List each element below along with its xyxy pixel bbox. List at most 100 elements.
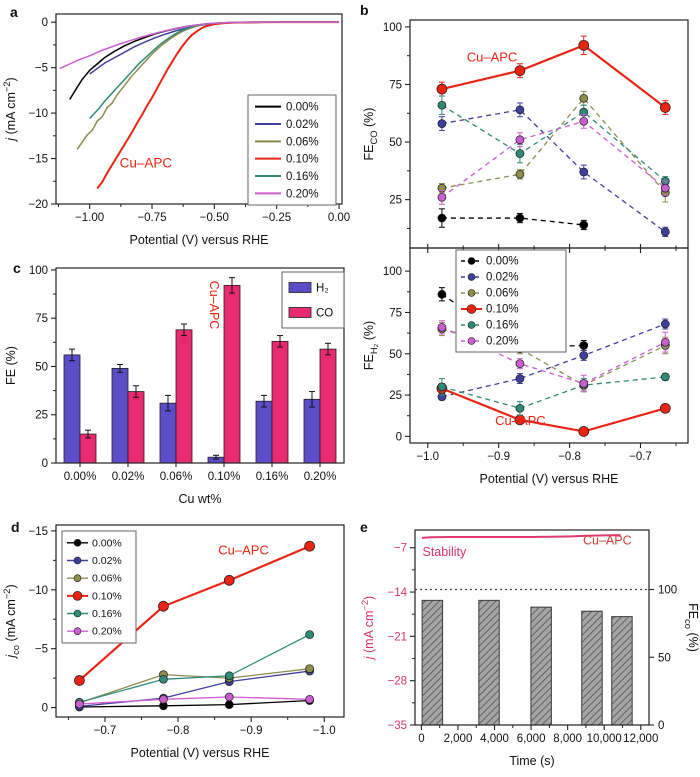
svg-text:Cu–APC: Cu–APC bbox=[218, 542, 269, 557]
svg-text:−0.50: −0.50 bbox=[200, 212, 229, 224]
svg-text:CO: CO bbox=[316, 308, 333, 320]
svg-text:0.02%: 0.02% bbox=[286, 119, 319, 131]
svg-text:−5: −5 bbox=[35, 63, 48, 75]
svg-text:−0.8: −0.8 bbox=[167, 725, 190, 737]
svg-text:0.06%: 0.06% bbox=[286, 136, 319, 148]
svg-text:−0.9: −0.9 bbox=[487, 451, 510, 463]
svg-text:50: 50 bbox=[389, 137, 402, 149]
svg-text:10,000: 10,000 bbox=[587, 733, 622, 745]
svg-text:−1.00: −1.00 bbox=[75, 212, 104, 224]
svg-text:Cu wt%: Cu wt% bbox=[178, 492, 221, 505]
chart-lsv-curves: −1.00 −0.75 −0.50 −0.25 0.00 0 −5 −10 −15 −20 Pote… bbox=[0, 0, 358, 258]
svg-text:75: 75 bbox=[389, 307, 402, 319]
svg-text:0.16%: 0.16% bbox=[256, 471, 289, 483]
panel-label-e: e bbox=[360, 519, 368, 535]
svg-text:100: 100 bbox=[383, 22, 402, 34]
svg-text:0.20%: 0.20% bbox=[304, 471, 337, 483]
svg-text:−10: −10 bbox=[28, 108, 48, 120]
chart-co-partial-current: −0.7 −0.8 −0.9 −1.0 0 −5 −10 −15 Potential (V) v… bbox=[0, 505, 358, 777]
svg-text:−28: −28 bbox=[387, 676, 407, 688]
panel-label-a: a bbox=[10, 4, 18, 20]
svg-text:0.16%: 0.16% bbox=[486, 320, 519, 332]
svg-text:0.00: 0.00 bbox=[328, 212, 350, 224]
svg-text:0.16%: 0.16% bbox=[92, 608, 122, 620]
svg-text:−35: −35 bbox=[387, 720, 407, 732]
svg-text:jco (mA cm−2): jco (mA cm−2) bbox=[2, 584, 21, 659]
panel-e: e 0 50 100 FEco (%) 0 2,000 4,000 6,000 8,000 10,… bbox=[358, 505, 700, 777]
svg-text:0.00%: 0.00% bbox=[286, 102, 319, 114]
svg-text:50: 50 bbox=[389, 349, 402, 361]
svg-text:0: 0 bbox=[42, 703, 48, 715]
svg-text:j (mA cm−2): j (mA cm−2) bbox=[360, 596, 376, 661]
svg-text:−5: −5 bbox=[35, 644, 48, 656]
svg-text:−1.0: −1.0 bbox=[313, 725, 336, 737]
svg-text:0.02%: 0.02% bbox=[486, 272, 519, 284]
panel-d: d −0.7 −0.8 −0.9 −1.0 0 −5 −10 −15 Potential (V)… bbox=[0, 505, 358, 777]
svg-text:−7: −7 bbox=[394, 543, 407, 555]
svg-text:0.06%: 0.06% bbox=[92, 573, 122, 585]
svg-text:Potential (V) versus RHE: Potential (V) versus RHE bbox=[131, 746, 270, 760]
svg-text:Cu–APC: Cu–APC bbox=[207, 281, 221, 330]
svg-text:0.06%: 0.06% bbox=[486, 288, 519, 300]
svg-text:4,000: 4,000 bbox=[480, 733, 509, 745]
svg-text:75: 75 bbox=[35, 313, 48, 325]
panel-label-d: d bbox=[11, 519, 20, 535]
svg-text:100: 100 bbox=[658, 585, 677, 597]
svg-text:25: 25 bbox=[389, 195, 402, 207]
svg-text:FECO (%): FECO (%) bbox=[362, 108, 379, 161]
svg-text:0.00%: 0.00% bbox=[64, 471, 97, 483]
svg-text:25: 25 bbox=[389, 390, 402, 402]
svg-text:0.10%: 0.10% bbox=[92, 590, 122, 602]
svg-text:Cu–APC: Cu–APC bbox=[467, 49, 518, 64]
svg-text:H₂: H₂ bbox=[316, 283, 329, 295]
svg-text:2,000: 2,000 bbox=[444, 733, 473, 745]
panel-label-c: c bbox=[13, 260, 21, 276]
chart-fe-bar-chart: 0.00% 0.02% 0.06% 0.10% 0.16% 0.20% 0 25 50 75 100… bbox=[0, 258, 358, 506]
svg-text:−0.25: −0.25 bbox=[262, 212, 291, 224]
svg-text:0: 0 bbox=[42, 458, 48, 470]
svg-text:Stability: Stability bbox=[422, 545, 467, 559]
svg-text:−0.75: −0.75 bbox=[137, 212, 166, 224]
svg-text:−1.0: −1.0 bbox=[416, 451, 439, 463]
chart-faradaic-efficiency-vs-potential: 25 50 75 100 FECO (%) Cu–APC −1.0 −0.9 −0.8 −0.7 0… bbox=[358, 0, 700, 505]
svg-text:−0.7: −0.7 bbox=[629, 451, 652, 463]
svg-text:Time (s): Time (s) bbox=[509, 754, 554, 768]
svg-text:50: 50 bbox=[35, 361, 48, 373]
svg-text:25: 25 bbox=[35, 410, 48, 422]
svg-text:0.00%: 0.00% bbox=[486, 256, 519, 268]
svg-text:Cu–APC: Cu–APC bbox=[495, 413, 546, 428]
svg-text:0.10%: 0.10% bbox=[208, 471, 241, 483]
svg-text:0.20%: 0.20% bbox=[92, 626, 122, 638]
svg-text:75: 75 bbox=[389, 79, 402, 91]
svg-text:6,000: 6,000 bbox=[517, 733, 546, 745]
svg-text:−0.7: −0.7 bbox=[94, 725, 117, 737]
svg-text:Cu–APC: Cu–APC bbox=[120, 156, 173, 171]
svg-text:100: 100 bbox=[383, 266, 402, 278]
svg-text:0.02%: 0.02% bbox=[92, 555, 122, 567]
panel-label-b: b bbox=[360, 2, 369, 18]
svg-text:−14: −14 bbox=[387, 587, 407, 599]
svg-text:−15: −15 bbox=[28, 154, 48, 166]
chart-stability-test: 0 50 100 FEco (%) 0 2,000 4,000 6,000 8,000 10,00… bbox=[358, 505, 700, 777]
svg-text:0.10%: 0.10% bbox=[486, 304, 519, 316]
svg-text:0.20%: 0.20% bbox=[286, 188, 319, 200]
svg-text:Potential (V) versus RHE: Potential (V) versus RHE bbox=[130, 233, 269, 247]
svg-text:−21: −21 bbox=[387, 631, 407, 643]
svg-text:0.06%: 0.06% bbox=[160, 471, 193, 483]
svg-text:0: 0 bbox=[658, 720, 664, 732]
svg-text:12,000: 12,000 bbox=[623, 733, 658, 745]
svg-text:−0.8: −0.8 bbox=[558, 451, 581, 463]
svg-text:Cu–APC: Cu–APC bbox=[583, 534, 632, 548]
svg-text:Potential (V) versus RHE: Potential (V) versus RHE bbox=[480, 472, 619, 486]
svg-text:FEco (%): FEco (%) bbox=[683, 603, 700, 652]
svg-text:FE (%): FE (%) bbox=[4, 346, 18, 385]
panel-a: a −1.00 −0.75 −0.50 −0.25 0.00 0 −5 −10 −15 −20 Po… bbox=[0, 0, 358, 258]
svg-text:0: 0 bbox=[396, 431, 402, 443]
svg-text:0: 0 bbox=[42, 17, 48, 29]
svg-text:0.00%: 0.00% bbox=[92, 537, 122, 549]
svg-text:−10: −10 bbox=[28, 585, 48, 597]
svg-text:8,000: 8,000 bbox=[553, 733, 582, 745]
svg-text:0.02%: 0.02% bbox=[112, 471, 145, 483]
svg-text:100: 100 bbox=[29, 265, 48, 277]
